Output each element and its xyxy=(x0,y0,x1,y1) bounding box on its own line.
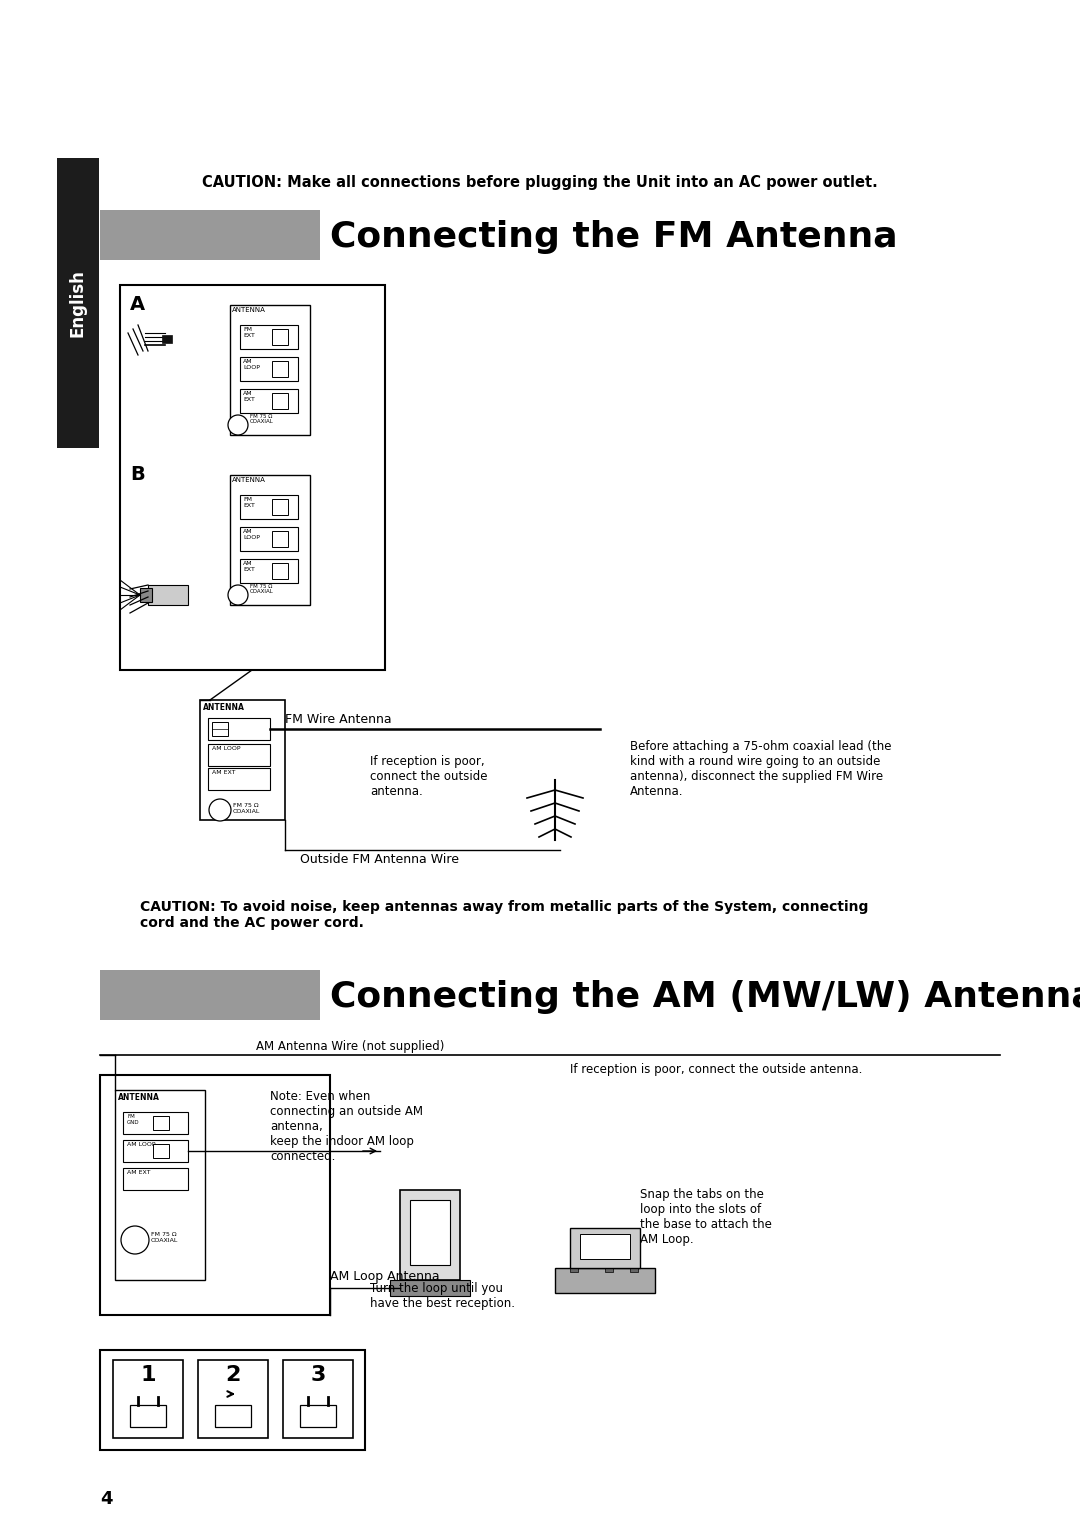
Text: ANTENNA: ANTENNA xyxy=(203,703,245,713)
Text: If reception is poor, connect the outside antenna.: If reception is poor, connect the outsid… xyxy=(570,1063,862,1076)
Text: A: A xyxy=(130,295,145,313)
Text: FM
EXT: FM EXT xyxy=(243,497,255,508)
Bar xyxy=(100,209,320,260)
Text: ANTENNA: ANTENNA xyxy=(232,477,266,483)
Text: AM EXT: AM EXT xyxy=(127,1170,150,1174)
Bar xyxy=(240,560,298,583)
Text: Connecting the FM Antenna: Connecting the FM Antenna xyxy=(330,220,897,254)
Text: FM 75 Ω
COAXIAL: FM 75 Ω COAXIAL xyxy=(249,584,273,595)
Text: 1: 1 xyxy=(140,1365,156,1385)
Bar xyxy=(555,1268,654,1294)
Bar xyxy=(215,1405,251,1427)
Bar xyxy=(100,969,320,1020)
Bar xyxy=(230,476,310,605)
Text: Before attaching a 75-ohm coaxial lead (the
kind with a round wire going to an o: Before attaching a 75-ohm coaxial lead (… xyxy=(630,740,891,798)
Bar xyxy=(130,1405,166,1427)
Bar xyxy=(272,563,288,579)
Bar xyxy=(123,1141,188,1162)
Bar xyxy=(240,326,298,349)
Text: FM 75 Ω
COAXIAL: FM 75 Ω COAXIAL xyxy=(151,1232,178,1243)
Text: FM 75 Ω
COAXIAL: FM 75 Ω COAXIAL xyxy=(249,414,273,425)
Bar xyxy=(390,1280,470,1297)
Text: English: English xyxy=(69,269,87,336)
Bar xyxy=(570,1266,578,1272)
Bar xyxy=(114,1090,205,1280)
Circle shape xyxy=(228,586,248,605)
Text: Outside FM Antenna Wire: Outside FM Antenna Wire xyxy=(300,853,459,865)
Bar xyxy=(153,1116,168,1130)
Bar xyxy=(148,586,188,605)
Bar xyxy=(208,719,270,740)
Bar xyxy=(100,1350,365,1449)
Bar xyxy=(208,745,270,766)
Text: 2: 2 xyxy=(226,1365,241,1385)
Text: AM EXT: AM EXT xyxy=(212,771,235,775)
Text: FM 75 Ω
COAXIAL: FM 75 Ω COAXIAL xyxy=(233,803,260,813)
Text: Turn the loop until you
have the best reception.: Turn the loop until you have the best re… xyxy=(370,1281,515,1310)
Bar xyxy=(283,1359,353,1437)
Text: CAUTION: To avoid noise, keep antennas away from metallic parts of the System, c: CAUTION: To avoid noise, keep antennas a… xyxy=(140,901,868,930)
Bar xyxy=(570,1228,640,1268)
Text: AM Antenna Wire (not supplied): AM Antenna Wire (not supplied) xyxy=(256,1040,444,1053)
Text: ANTENNA: ANTENNA xyxy=(118,1093,160,1102)
Text: ANTENNA: ANTENNA xyxy=(232,307,266,313)
Bar xyxy=(240,388,298,413)
Bar xyxy=(162,335,172,342)
Bar xyxy=(240,495,298,518)
Text: If reception is poor,
connect the outside
antenna.: If reception is poor, connect the outsid… xyxy=(370,755,487,798)
Text: 3: 3 xyxy=(310,1365,326,1385)
Circle shape xyxy=(210,800,231,821)
Text: AM
EXT: AM EXT xyxy=(243,561,255,572)
Text: AM LOOP: AM LOOP xyxy=(212,746,241,751)
Text: B: B xyxy=(130,465,145,485)
Bar xyxy=(272,498,288,515)
Text: AM
LOOP: AM LOOP xyxy=(243,529,260,540)
Bar xyxy=(123,1168,188,1190)
Text: AM Loop Antenna: AM Loop Antenna xyxy=(330,1271,440,1283)
Bar xyxy=(410,1200,450,1264)
Bar xyxy=(208,768,270,790)
Bar xyxy=(272,361,288,378)
Text: CAUTION: Make all connections before plugging the Unit into an AC power outlet.: CAUTION: Make all connections before plu… xyxy=(202,174,878,190)
Text: Connecting the AM (MW/LW) Antenna: Connecting the AM (MW/LW) Antenna xyxy=(330,980,1080,1014)
Text: 4: 4 xyxy=(100,1489,112,1508)
Bar xyxy=(113,1359,183,1437)
Bar xyxy=(580,1234,630,1258)
Bar xyxy=(230,304,310,434)
Text: Snap the tabs on the
loop into the slots of
the base to attach the
AM Loop.: Snap the tabs on the loop into the slots… xyxy=(640,1188,772,1246)
Bar xyxy=(100,1075,330,1315)
Bar xyxy=(240,528,298,550)
Bar xyxy=(120,284,384,670)
Bar xyxy=(272,393,288,408)
Text: FM
EXT: FM EXT xyxy=(243,327,255,338)
Bar xyxy=(200,700,285,820)
Bar xyxy=(198,1359,268,1437)
Bar xyxy=(153,1144,168,1157)
Bar xyxy=(123,1112,188,1135)
Text: FM Wire Antenna: FM Wire Antenna xyxy=(285,713,392,726)
Bar xyxy=(272,531,288,547)
Bar xyxy=(272,329,288,346)
Text: AM
EXT: AM EXT xyxy=(243,391,255,402)
Bar xyxy=(240,356,298,381)
Bar xyxy=(140,589,152,602)
Text: AM LOOP: AM LOOP xyxy=(127,1142,156,1147)
Text: FM
GND: FM GND xyxy=(127,1115,139,1125)
Text: AM
LOOP: AM LOOP xyxy=(243,359,260,370)
Bar xyxy=(630,1266,638,1272)
Bar xyxy=(57,157,99,448)
Bar xyxy=(605,1266,613,1272)
Bar xyxy=(400,1190,460,1280)
Bar xyxy=(212,722,228,735)
Circle shape xyxy=(121,1226,149,1254)
Circle shape xyxy=(228,414,248,434)
Text: Note: Even when
connecting an outside AM
antenna,
keep the indoor AM loop
connec: Note: Even when connecting an outside AM… xyxy=(270,1090,423,1164)
Bar xyxy=(300,1405,336,1427)
